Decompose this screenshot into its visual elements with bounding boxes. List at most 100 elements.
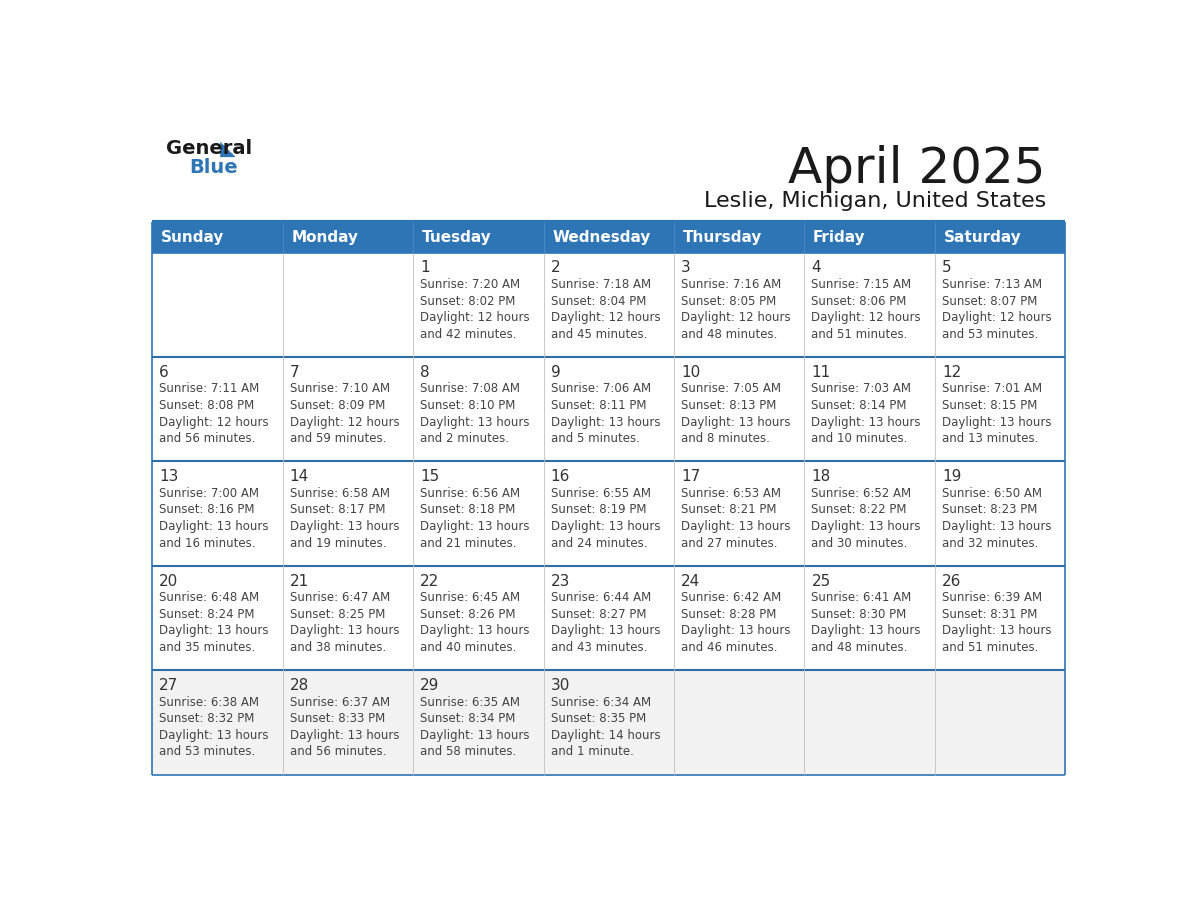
FancyBboxPatch shape <box>544 357 674 462</box>
Text: Saturday: Saturday <box>943 230 1022 245</box>
Text: Daylight: 13 hours: Daylight: 13 hours <box>550 520 661 533</box>
Text: and 16 minutes.: and 16 minutes. <box>159 536 255 550</box>
Text: Sunrise: 7:00 AM: Sunrise: 7:00 AM <box>159 487 259 499</box>
Text: Sunset: 8:30 PM: Sunset: 8:30 PM <box>811 608 906 621</box>
Text: Daylight: 12 hours: Daylight: 12 hours <box>421 311 530 324</box>
Text: 17: 17 <box>681 469 700 484</box>
FancyBboxPatch shape <box>544 222 674 252</box>
FancyBboxPatch shape <box>152 670 283 775</box>
Text: Sunrise: 7:10 AM: Sunrise: 7:10 AM <box>290 383 390 396</box>
Text: Sunset: 8:13 PM: Sunset: 8:13 PM <box>681 399 777 412</box>
Text: Sunset: 8:07 PM: Sunset: 8:07 PM <box>942 295 1037 308</box>
Text: and 2 minutes.: and 2 minutes. <box>421 432 510 445</box>
FancyBboxPatch shape <box>674 670 804 775</box>
Text: Sunrise: 7:18 AM: Sunrise: 7:18 AM <box>550 278 651 291</box>
Text: Daylight: 13 hours: Daylight: 13 hours <box>811 520 921 533</box>
Text: Sunset: 8:04 PM: Sunset: 8:04 PM <box>550 295 646 308</box>
Text: 21: 21 <box>290 574 309 588</box>
FancyBboxPatch shape <box>674 357 804 462</box>
Text: Daylight: 13 hours: Daylight: 13 hours <box>159 729 268 742</box>
Text: Sunset: 8:05 PM: Sunset: 8:05 PM <box>681 295 776 308</box>
FancyBboxPatch shape <box>283 222 413 252</box>
FancyBboxPatch shape <box>804 670 935 775</box>
FancyBboxPatch shape <box>152 357 283 462</box>
Text: Sunrise: 6:35 AM: Sunrise: 6:35 AM <box>421 696 520 709</box>
Text: Sunrise: 7:15 AM: Sunrise: 7:15 AM <box>811 278 911 291</box>
FancyBboxPatch shape <box>152 252 283 357</box>
Text: Sunrise: 6:41 AM: Sunrise: 6:41 AM <box>811 591 911 604</box>
Text: Monday: Monday <box>291 230 359 245</box>
FancyBboxPatch shape <box>413 565 544 670</box>
Text: Sunset: 8:23 PM: Sunset: 8:23 PM <box>942 503 1037 517</box>
Text: Sunset: 8:15 PM: Sunset: 8:15 PM <box>942 399 1037 412</box>
Text: and 24 minutes.: and 24 minutes. <box>550 536 647 550</box>
Text: Sunrise: 6:56 AM: Sunrise: 6:56 AM <box>421 487 520 499</box>
Text: Daylight: 12 hours: Daylight: 12 hours <box>550 311 661 324</box>
FancyBboxPatch shape <box>804 222 935 252</box>
Text: and 42 minutes.: and 42 minutes. <box>421 328 517 341</box>
FancyBboxPatch shape <box>283 565 413 670</box>
Text: and 53 minutes.: and 53 minutes. <box>159 745 255 758</box>
Text: Daylight: 12 hours: Daylight: 12 hours <box>290 416 399 429</box>
Text: 10: 10 <box>681 364 700 380</box>
Text: and 10 minutes.: and 10 minutes. <box>811 432 908 445</box>
Text: 15: 15 <box>421 469 440 484</box>
Text: and 58 minutes.: and 58 minutes. <box>421 745 517 758</box>
Text: Sunrise: 6:39 AM: Sunrise: 6:39 AM <box>942 591 1042 604</box>
Text: Sunday: Sunday <box>160 230 225 245</box>
FancyBboxPatch shape <box>152 222 283 252</box>
Text: Sunset: 8:10 PM: Sunset: 8:10 PM <box>421 399 516 412</box>
Text: Sunrise: 7:03 AM: Sunrise: 7:03 AM <box>811 383 911 396</box>
Text: 3: 3 <box>681 261 690 275</box>
Text: Sunrise: 6:48 AM: Sunrise: 6:48 AM <box>159 591 259 604</box>
Text: Sunrise: 6:47 AM: Sunrise: 6:47 AM <box>290 591 390 604</box>
Text: Daylight: 13 hours: Daylight: 13 hours <box>159 624 268 637</box>
Text: Sunset: 8:02 PM: Sunset: 8:02 PM <box>421 295 516 308</box>
Text: Tuesday: Tuesday <box>422 230 492 245</box>
Text: and 51 minutes.: and 51 minutes. <box>811 328 908 341</box>
Text: and 35 minutes.: and 35 minutes. <box>159 641 255 654</box>
Text: Daylight: 13 hours: Daylight: 13 hours <box>159 520 268 533</box>
Text: Sunrise: 6:45 AM: Sunrise: 6:45 AM <box>421 591 520 604</box>
Text: 24: 24 <box>681 574 700 588</box>
Text: Daylight: 13 hours: Daylight: 13 hours <box>681 416 790 429</box>
FancyBboxPatch shape <box>935 462 1066 565</box>
Text: Sunset: 8:21 PM: Sunset: 8:21 PM <box>681 503 777 517</box>
Text: Sunrise: 6:44 AM: Sunrise: 6:44 AM <box>550 591 651 604</box>
Text: Sunrise: 6:50 AM: Sunrise: 6:50 AM <box>942 487 1042 499</box>
Text: Sunset: 8:27 PM: Sunset: 8:27 PM <box>550 608 646 621</box>
Text: 12: 12 <box>942 364 961 380</box>
Text: Daylight: 13 hours: Daylight: 13 hours <box>290 729 399 742</box>
Text: 20: 20 <box>159 574 178 588</box>
Text: and 43 minutes.: and 43 minutes. <box>550 641 647 654</box>
FancyBboxPatch shape <box>152 462 283 565</box>
Text: and 27 minutes.: and 27 minutes. <box>681 536 777 550</box>
Text: 29: 29 <box>421 678 440 693</box>
FancyBboxPatch shape <box>935 565 1066 670</box>
Text: Thursday: Thursday <box>683 230 762 245</box>
Text: Sunset: 8:11 PM: Sunset: 8:11 PM <box>550 399 646 412</box>
Text: Sunset: 8:17 PM: Sunset: 8:17 PM <box>290 503 385 517</box>
Text: 9: 9 <box>550 364 561 380</box>
Text: Daylight: 13 hours: Daylight: 13 hours <box>421 416 530 429</box>
Text: Sunset: 8:18 PM: Sunset: 8:18 PM <box>421 503 516 517</box>
Text: Sunset: 8:16 PM: Sunset: 8:16 PM <box>159 503 255 517</box>
Text: and 56 minutes.: and 56 minutes. <box>159 432 255 445</box>
FancyBboxPatch shape <box>674 462 804 565</box>
Text: 8: 8 <box>421 364 430 380</box>
Text: Daylight: 13 hours: Daylight: 13 hours <box>550 624 661 637</box>
Text: Sunrise: 7:01 AM: Sunrise: 7:01 AM <box>942 383 1042 396</box>
Text: Sunset: 8:14 PM: Sunset: 8:14 PM <box>811 399 906 412</box>
Text: 16: 16 <box>550 469 570 484</box>
Text: and 59 minutes.: and 59 minutes. <box>290 432 386 445</box>
Text: Sunrise: 6:52 AM: Sunrise: 6:52 AM <box>811 487 911 499</box>
FancyBboxPatch shape <box>935 670 1066 775</box>
Text: 30: 30 <box>550 678 570 693</box>
FancyBboxPatch shape <box>413 462 544 565</box>
FancyBboxPatch shape <box>674 252 804 357</box>
Text: Sunset: 8:26 PM: Sunset: 8:26 PM <box>421 608 516 621</box>
Text: and 1 minute.: and 1 minute. <box>550 745 633 758</box>
FancyBboxPatch shape <box>804 462 935 565</box>
Text: Sunrise: 6:38 AM: Sunrise: 6:38 AM <box>159 696 259 709</box>
Text: 25: 25 <box>811 574 830 588</box>
